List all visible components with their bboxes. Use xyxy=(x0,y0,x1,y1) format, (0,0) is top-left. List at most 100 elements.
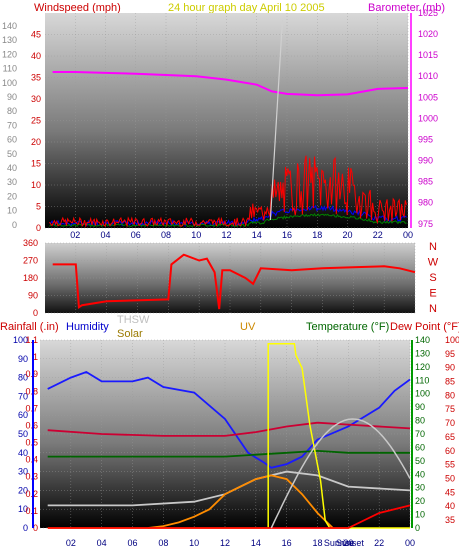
humidity-tick-label: 20 xyxy=(18,485,28,495)
thsw-tick-label: 10 xyxy=(415,510,425,520)
barometer-tick-label: 985 xyxy=(418,177,433,187)
wind-tick-label: 35 xyxy=(31,73,41,83)
x-tick-label: 14 xyxy=(252,230,262,240)
scale-tick-label: 40 xyxy=(7,163,17,173)
temp-tick-label: 35 xyxy=(445,515,455,525)
humidity-tick-label: 60 xyxy=(18,410,28,420)
panel-multi-marks xyxy=(47,343,411,529)
sunrise-label: Sunrise xyxy=(324,538,355,548)
humidity-tick-label: 10 xyxy=(18,504,28,514)
humidity-tick-label: 0 xyxy=(23,523,28,533)
humidity-tick-label: 100 xyxy=(13,335,28,345)
thsw-tick-label: 0 xyxy=(415,523,420,533)
legend-label: Dew Point (°F) xyxy=(390,321,459,333)
x-tick-label: 20 xyxy=(342,230,352,240)
x-tick-label: 02 xyxy=(66,538,76,548)
x-tick-label: 10 xyxy=(189,538,199,548)
windspeed-title: Windspeed (mph) xyxy=(34,2,121,14)
thsw-tick-label: 120 xyxy=(415,362,430,372)
wind-tick-label: 45 xyxy=(31,30,41,40)
panel-multi-legend: Rainfall (.in) Humidity THSW Solar UV Tempera… xyxy=(0,314,459,340)
humidity-tick-label: 40 xyxy=(18,448,28,458)
thsw-tick-label: 70 xyxy=(415,429,425,439)
temperature-line xyxy=(47,449,410,458)
temp-tick-label: 100 xyxy=(445,335,459,345)
thsw-tick-label: 90 xyxy=(415,402,425,412)
wind-tick-label: 20 xyxy=(31,137,41,147)
humidity-tick-label: 70 xyxy=(18,391,28,401)
wind-tick-label: 0 xyxy=(36,223,41,233)
barometer-tick-label: 995 xyxy=(418,134,433,144)
scale-tick-label: 70 xyxy=(7,120,17,130)
humidity-tick-label: 80 xyxy=(18,373,28,383)
scale-tick-label: 140 xyxy=(2,21,17,31)
direction-tick-label: 270 xyxy=(23,256,38,266)
thsw-tick-label: 130 xyxy=(415,348,430,358)
compass-label: W xyxy=(428,257,439,269)
barometer-tick-label: 990 xyxy=(418,156,433,166)
wind-tick-label: 15 xyxy=(31,159,41,169)
thsw-tick-label: 50 xyxy=(415,456,425,466)
panel-wind-right-axis: 975 980 985 990 995 1000 1005 1010 1015 1020 1025 xyxy=(410,8,438,229)
barometer-tick-label: 1020 xyxy=(418,29,438,39)
compass-label: N xyxy=(429,303,437,315)
direction-tick-label: 90 xyxy=(28,291,38,301)
x-tick-label: 08 xyxy=(161,230,171,240)
thsw-tick-label: 140 xyxy=(415,335,430,345)
x-tick-label: 16 xyxy=(282,230,292,240)
scale-tick-label: 110 xyxy=(3,64,17,74)
temp-tick-label: 80 xyxy=(445,390,455,400)
x-tick-label: 10 xyxy=(191,230,201,240)
x-tick-label: 02 xyxy=(70,230,80,240)
legend-label: Solar xyxy=(117,328,143,340)
temp-tick-label: 50 xyxy=(445,473,455,483)
temp-tick-label: 90 xyxy=(445,363,455,373)
panel-multi-left-axis: 0 10 20 30 40 50 60 70 80 90 100 0 0.1 0.2 0.3 0.4 0.5 0.… xyxy=(13,335,38,533)
scale-tick-label: 20 xyxy=(7,191,17,201)
thsw-arc xyxy=(270,418,411,529)
legend-label: THSW xyxy=(117,314,150,326)
barometer-title: Barometer (mb) xyxy=(368,2,445,14)
wind-tick-label: 40 xyxy=(31,51,41,61)
windspeed-line xyxy=(49,155,407,229)
barometer-line xyxy=(52,71,409,97)
rain-tick-label: 0 xyxy=(33,523,38,533)
sunset-label: Sunset xyxy=(336,538,365,548)
x-tick-label: 12 xyxy=(221,230,231,240)
rain-tick-label: 0.7 xyxy=(25,403,38,413)
humidity-tick-label: 50 xyxy=(18,429,28,439)
rain-tick-label: 0.8 xyxy=(25,386,38,396)
x-tick-label: 00 xyxy=(405,538,415,548)
wind-tick-label: 5 xyxy=(36,202,41,212)
x-tick-label: 18 xyxy=(312,538,322,548)
x-tick-label: 22 xyxy=(373,230,383,240)
panel-wind-x-axis: 02 04 06 08 10 12 14 16 18 20 22 00 xyxy=(70,230,413,240)
x-tick-label: 12 xyxy=(220,538,230,548)
x-tick-label: 16 xyxy=(282,538,292,548)
wind-tick-label: 25 xyxy=(31,116,41,126)
barometer-tick-label: 1005 xyxy=(418,92,438,102)
scale-tick-label: 60 xyxy=(7,135,17,145)
direction-tick-label: 180 xyxy=(23,273,38,283)
x-tick-label: 18 xyxy=(312,230,322,240)
direction-line xyxy=(52,253,416,310)
thsw-tick-label: 30 xyxy=(415,483,425,493)
compass-label: S xyxy=(429,272,436,284)
thsw-tick-label: 40 xyxy=(415,469,425,479)
rain-tick-label: 1 xyxy=(33,352,38,362)
x-tick-label: 00 xyxy=(403,230,413,240)
scale-tick-label: 90 xyxy=(7,92,17,102)
scale-tick-label: 10 xyxy=(7,206,17,216)
barometer-tick-label: 1025 xyxy=(418,8,438,18)
direction-tick-label: 0 xyxy=(33,308,38,318)
rain-tick-label: 0.9 xyxy=(25,369,38,379)
x-tick-label: 14 xyxy=(251,538,261,548)
rain-tick-label: 0.6 xyxy=(25,420,38,430)
barometer-tick-label: 1000 xyxy=(418,113,438,123)
temp-tick-label: 70 xyxy=(445,418,455,428)
humidity-tick-label: 90 xyxy=(18,354,28,364)
barometer-tick-label: 980 xyxy=(418,198,433,208)
wind-tick-label: 10 xyxy=(31,180,41,190)
panel-wind-left-axis: 0510152025303540451401301201101009080706… xyxy=(2,21,41,233)
